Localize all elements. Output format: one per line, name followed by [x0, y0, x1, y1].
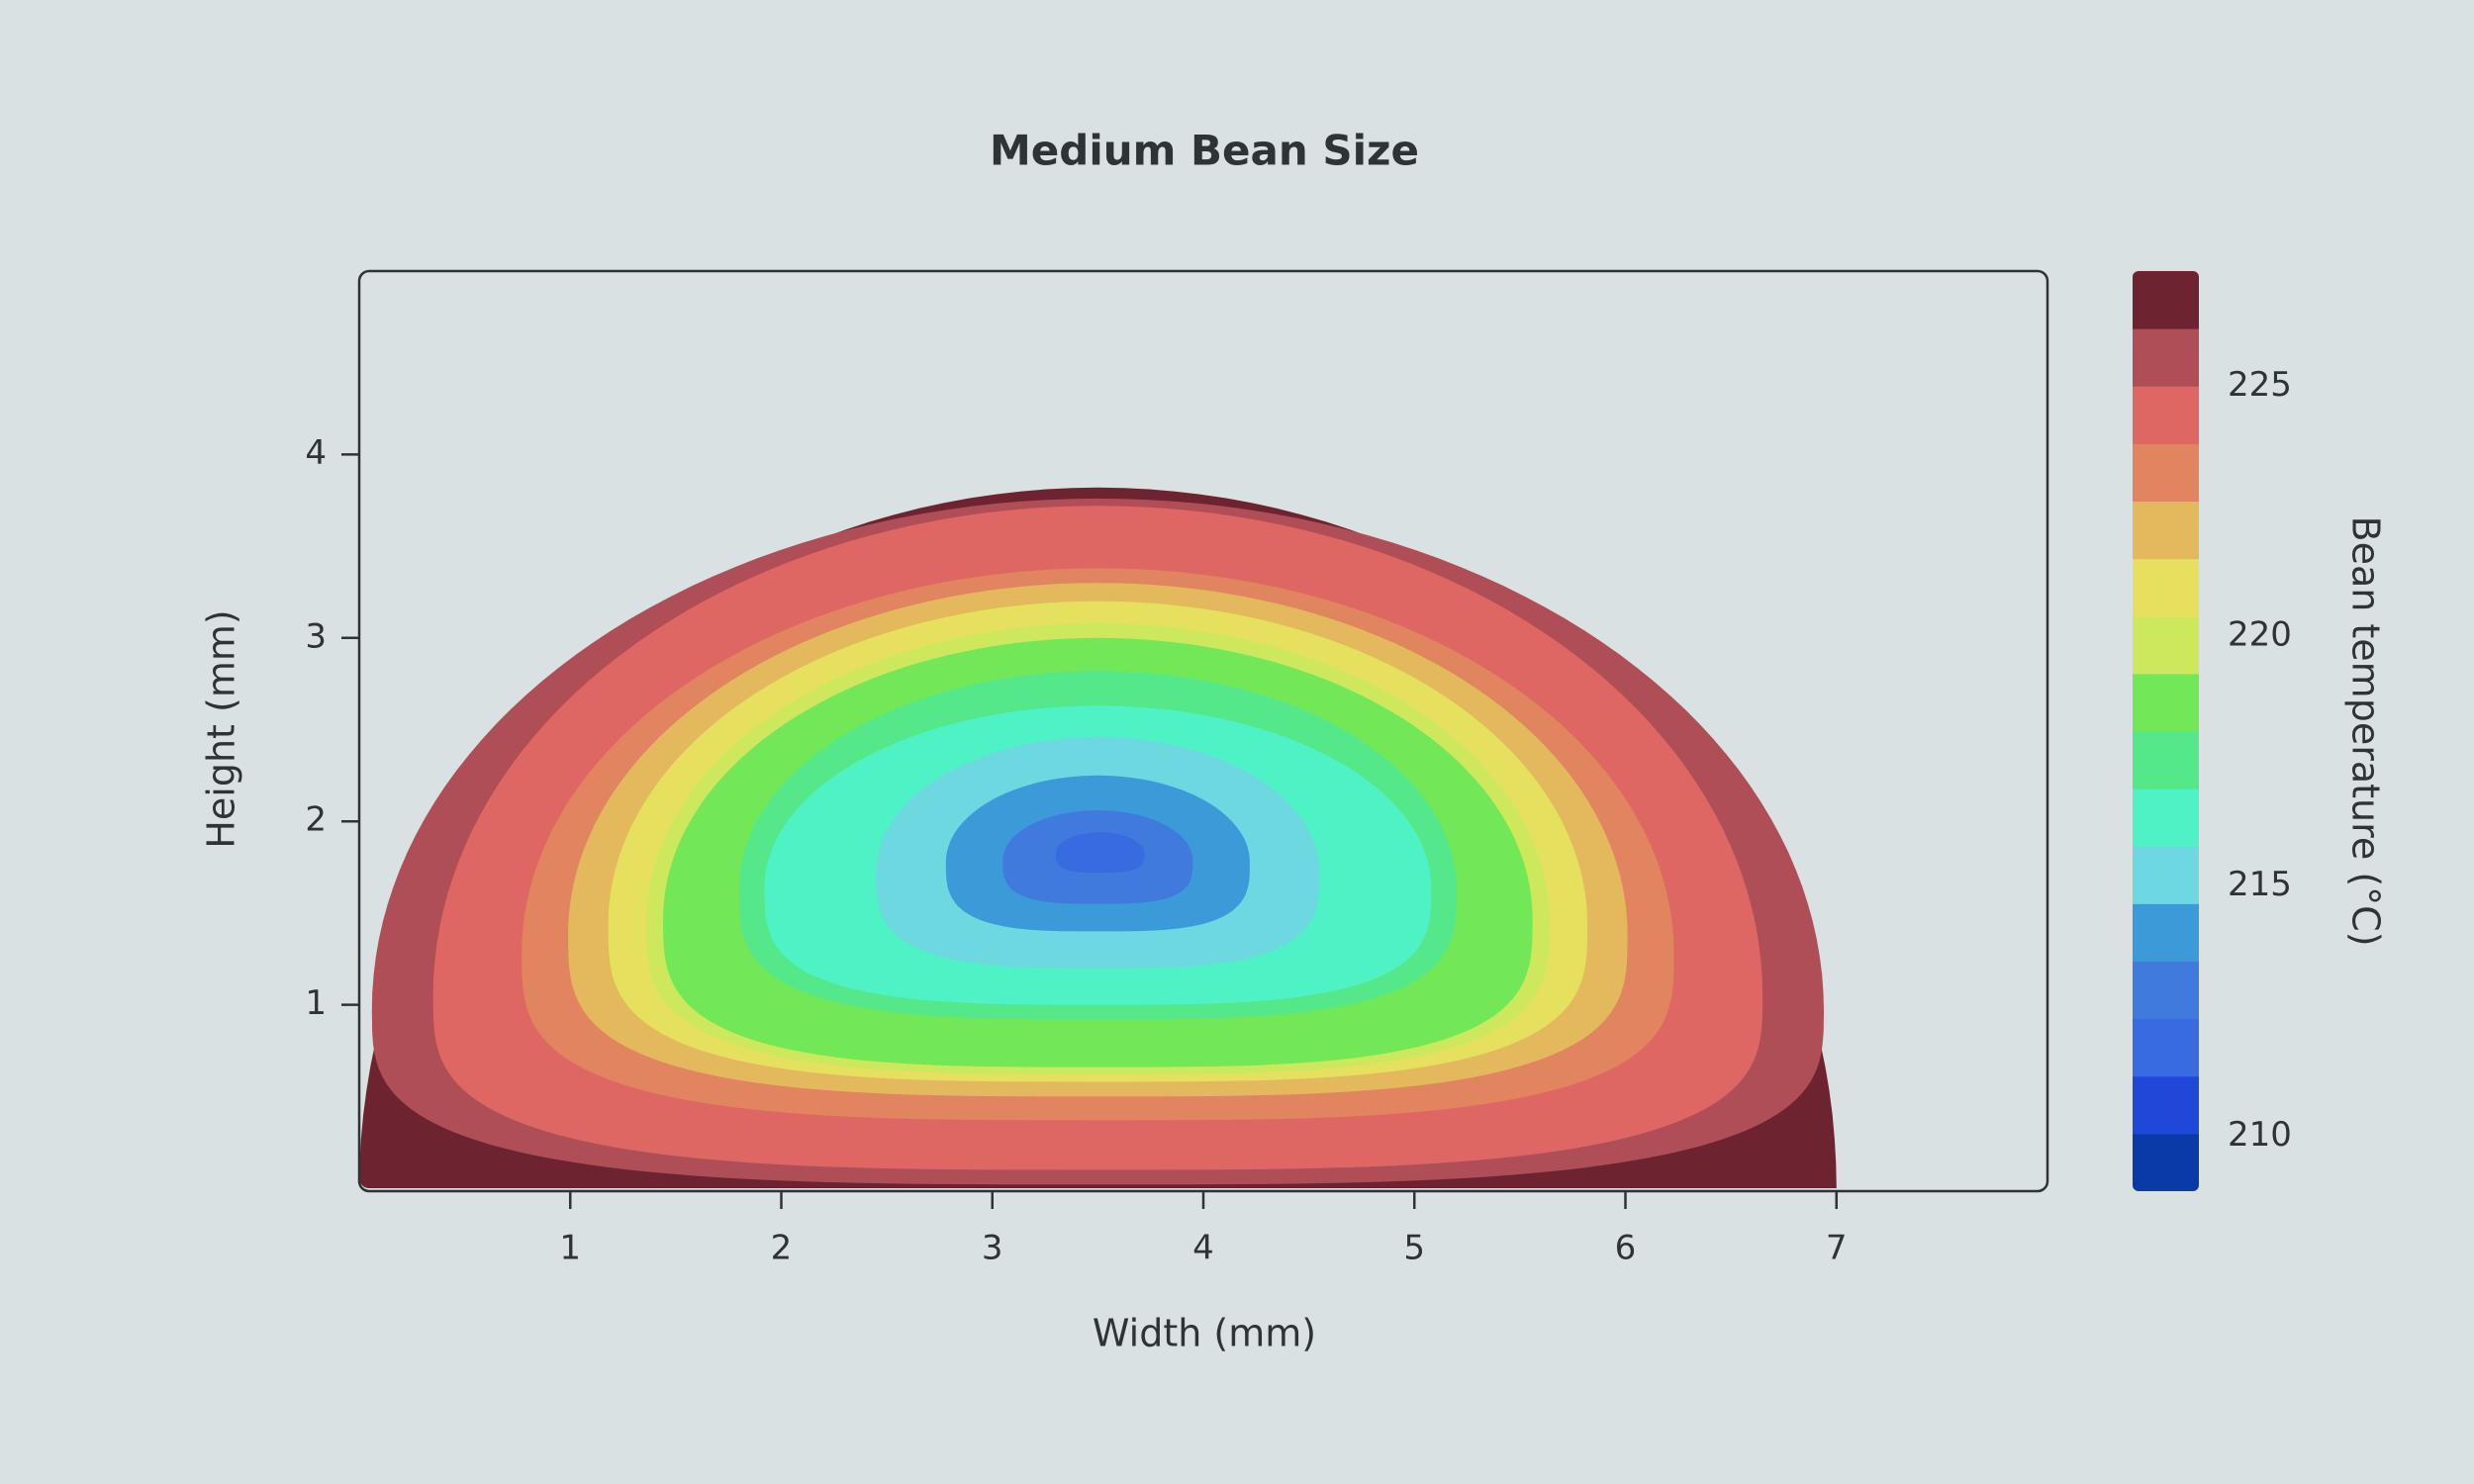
- colorbar-tick-label: 215: [2228, 865, 2292, 904]
- colorbar-band: [2133, 788, 2199, 847]
- colorbar-label: Bean temperature (°C): [2344, 515, 2388, 946]
- colorbar: [2133, 271, 2199, 1191]
- x-tick-label: 6: [1615, 1229, 1637, 1268]
- colorbar-band: [2133, 961, 2199, 1020]
- chart-title: Medium Bean Size: [990, 127, 1419, 175]
- colorbar-band: [2133, 443, 2199, 502]
- contour-band: [1055, 832, 1145, 874]
- colorbar-tick-label: 225: [2228, 365, 2292, 405]
- y-tick-label: 2: [305, 800, 327, 840]
- contour-field: [359, 487, 1837, 1188]
- colorbar-band: [2133, 328, 2199, 387]
- colorbar-band: [2133, 386, 2199, 444]
- y-axis-label: Height (mm): [200, 609, 243, 848]
- y-tick-label: 3: [305, 616, 327, 656]
- colorbar-band: [2133, 501, 2199, 560]
- colorbar-band: [2133, 1133, 2199, 1191]
- x-tick-label: 7: [1826, 1229, 1848, 1268]
- x-tick-label: 1: [559, 1229, 581, 1268]
- x-tick-label: 5: [1403, 1229, 1425, 1268]
- colorbar-band: [2133, 271, 2199, 329]
- colorbar-band: [2133, 903, 2199, 962]
- colorbar-tick-label: 210: [2228, 1115, 2292, 1155]
- colorbar-tick-label: 220: [2228, 614, 2292, 654]
- colorbar-band: [2133, 558, 2199, 617]
- colorbar-band: [2133, 615, 2199, 675]
- y-tick-label: 1: [305, 983, 327, 1023]
- colorbar-band: [2133, 1018, 2199, 1077]
- x-axis-label: Width (mm): [1093, 1312, 1316, 1355]
- colorbar-band: [2133, 1075, 2199, 1135]
- colorbar-band: [2133, 731, 2199, 789]
- x-tick-label: 2: [771, 1229, 793, 1268]
- colorbar-band: [2133, 673, 2199, 732]
- colorbar-band: [2133, 846, 2199, 904]
- y-tick-label: 4: [305, 433, 327, 473]
- x-tick-label: 4: [1192, 1229, 1214, 1268]
- x-tick-label: 3: [982, 1229, 1003, 1268]
